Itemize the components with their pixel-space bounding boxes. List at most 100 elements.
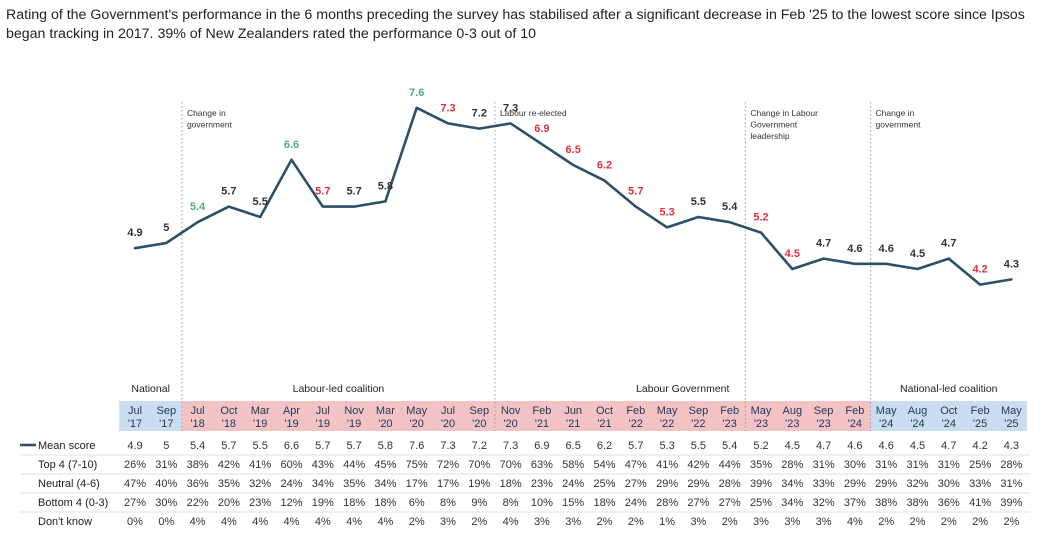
data-label: 5.7 — [346, 186, 361, 198]
table-cell: 27% — [124, 497, 146, 509]
table-cell: 2% — [910, 516, 926, 528]
data-label: 4.6 — [847, 243, 862, 255]
data-label: 6.6 — [284, 139, 299, 151]
table-row-label: Top 4 (7-10) — [38, 459, 97, 471]
tick-label-year: '19 — [284, 418, 298, 430]
tick-label-year: '20 — [503, 418, 517, 430]
annotation-label: leadership — [750, 131, 789, 141]
table-cell: 60% — [280, 459, 302, 471]
table-cell: 27% — [625, 478, 647, 490]
data-label: 5.5 — [253, 196, 268, 208]
table-cell: 41% — [656, 459, 678, 471]
table-cell: 70% — [468, 459, 490, 471]
table-cell: 28% — [781, 459, 803, 471]
table-cell: 2% — [972, 516, 988, 528]
mean-score-line — [133, 106, 1013, 286]
table-cell: 3% — [816, 516, 832, 528]
tick-label-month: Sep — [814, 405, 834, 417]
table-cell: 32% — [249, 478, 271, 490]
data-label: 4.9 — [127, 227, 142, 239]
table-cell-mean: 4.9 — [127, 440, 142, 452]
annotation-label: Change in Labour — [750, 108, 818, 118]
table-cell: 22% — [187, 497, 209, 509]
tick-label-year: '20 — [378, 418, 392, 430]
data-label: 6.9 — [534, 123, 549, 135]
group-label: Labour Government — [636, 383, 729, 395]
data-label: 4.6 — [879, 243, 894, 255]
data-label: 4.5 — [785, 248, 800, 260]
tick-label-year: '17 — [128, 418, 142, 430]
period-band-labour — [181, 401, 871, 431]
table-cell: 0% — [127, 516, 143, 528]
table-cell: 31% — [875, 459, 897, 471]
data-label: 7.2 — [472, 108, 487, 120]
data-label: 4.3 — [1004, 258, 1019, 270]
table-cell-mean: 7.3 — [440, 440, 455, 452]
table-cell: 25% — [593, 478, 615, 490]
table-cell-mean: 5.8 — [378, 440, 393, 452]
table-cell: 3% — [753, 516, 769, 528]
table-cell: 47% — [124, 478, 146, 490]
tick-label-month: Feb — [720, 405, 739, 417]
tick-label-month: Oct — [220, 405, 237, 417]
data-label: 6.5 — [566, 144, 581, 156]
tick-label-year: '19 — [347, 418, 361, 430]
table-cell: 41% — [969, 497, 991, 509]
table-cell: 24% — [562, 478, 584, 490]
data-label: 4.5 — [910, 248, 925, 260]
table-cell: 39% — [1000, 497, 1022, 509]
table-cell-mean: 5.3 — [659, 440, 674, 452]
table-cell: 72% — [437, 459, 459, 471]
table-cell: 37% — [844, 497, 866, 509]
tick-label-month: Oct — [940, 405, 957, 417]
tick-label-month: Mar — [251, 405, 270, 417]
table-row-label: Bottom 4 (0-3) — [38, 497, 108, 509]
table-cell-mean: 5.4 — [722, 440, 737, 452]
table-cell: 12% — [280, 497, 302, 509]
tick-label-month: Feb — [532, 405, 551, 417]
table-cell: 2% — [628, 516, 644, 528]
tick-label-month: Jul — [441, 405, 455, 417]
tick-label-month: Apr — [283, 405, 300, 417]
tick-label-month: Jul — [128, 405, 142, 417]
table-cell: 2% — [409, 516, 425, 528]
table-cell: 38% — [906, 497, 928, 509]
table-cell: 70% — [500, 459, 522, 471]
table-cell: 31% — [906, 459, 928, 471]
tick-label-year: '17 — [159, 418, 173, 430]
table-cell: 4% — [221, 516, 237, 528]
tick-label-month: Jun — [564, 405, 582, 417]
table-cell: 29% — [875, 478, 897, 490]
tick-label-year: '23 — [785, 418, 799, 430]
table-cell: 18% — [374, 497, 396, 509]
table-cell-mean: 5.7 — [221, 440, 236, 452]
table-cell: 1% — [659, 516, 675, 528]
table-cell: 2% — [597, 516, 613, 528]
table-cell: 2% — [1003, 516, 1019, 528]
table-cell: 23% — [249, 497, 271, 509]
table-cell: 15% — [562, 497, 584, 509]
table-cell: 2% — [941, 516, 957, 528]
table-cell-mean: 4.5 — [910, 440, 925, 452]
annotation-label: Labour re-elected — [500, 108, 567, 118]
table-cell: 33% — [969, 478, 991, 490]
tick-label-year: '18 — [222, 418, 236, 430]
table-cell-mean: 5.7 — [315, 440, 330, 452]
table-cell: 3% — [784, 516, 800, 528]
group-label: National — [131, 383, 170, 395]
table-cell: 30% — [155, 497, 177, 509]
tick-label-month: May — [406, 405, 427, 417]
table-cell: 58% — [562, 459, 584, 471]
table-cell: 36% — [187, 478, 209, 490]
table-cell-mean: 5.5 — [253, 440, 268, 452]
table-cell-mean: 4.2 — [972, 440, 987, 452]
table-cell: 47% — [625, 459, 647, 471]
table-cell: 44% — [343, 459, 365, 471]
table-row-label: Neutral (4-6) — [38, 478, 100, 490]
table-cell-mean: 4.5 — [785, 440, 800, 452]
table-cell: 3% — [565, 516, 581, 528]
table-cell-mean: 5.5 — [691, 440, 706, 452]
period-band-national — [870, 401, 1028, 431]
table-cell-mean: 7.6 — [409, 440, 424, 452]
table-cell: 35% — [750, 459, 772, 471]
